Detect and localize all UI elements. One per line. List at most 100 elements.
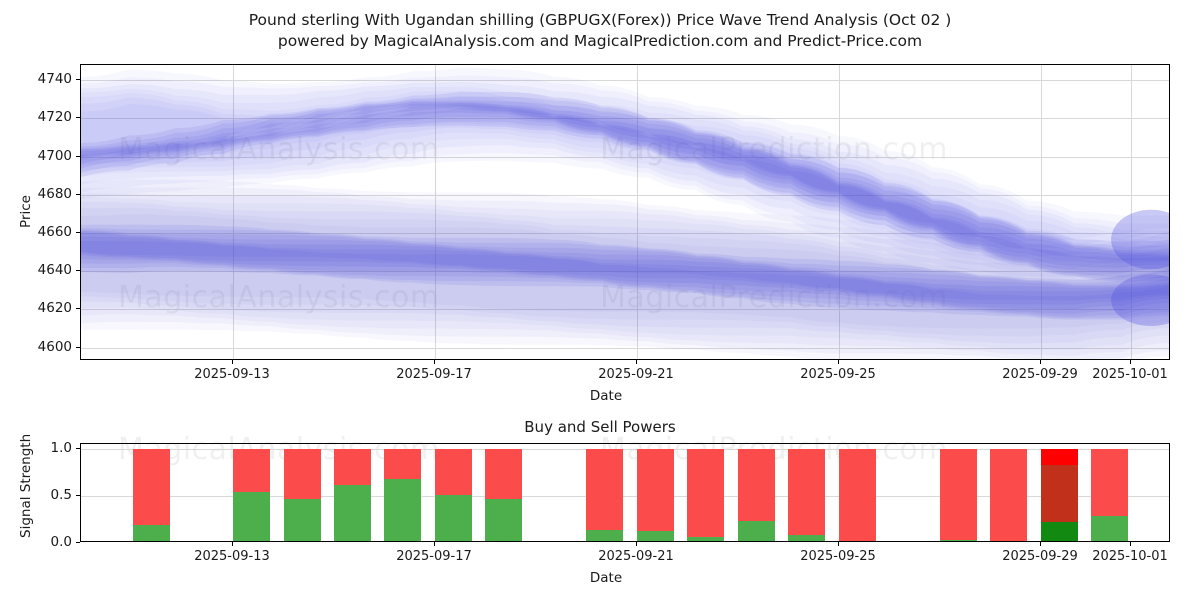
power-bar[interactable] <box>586 444 623 541</box>
wave-band-segment <box>81 91 1169 261</box>
y-axis-tick-mark <box>76 193 80 195</box>
power-bar[interactable] <box>990 444 1027 541</box>
power-bar[interactable] <box>839 444 876 541</box>
wave-band-segment <box>81 86 1169 263</box>
y-axis-tick-mark <box>76 542 80 543</box>
y-axis-tick-mark <box>76 308 80 310</box>
gridline-vertical <box>1041 65 1042 359</box>
sell-power-segment <box>284 448 321 500</box>
power-bar[interactable] <box>687 444 724 541</box>
sell-power-segment <box>687 448 724 538</box>
y-axis-tick-mark <box>76 346 80 348</box>
power-bar[interactable] <box>233 444 270 541</box>
x-axis-tick-mark <box>1040 360 1041 364</box>
x-axis-tick-label: 2025-09-25 <box>800 367 876 382</box>
y-axis-tick-mark <box>76 447 80 449</box>
sell-power-highlight-cap <box>1041 448 1078 466</box>
wave-band-segment <box>81 179 1169 329</box>
power-chart-title: Buy and Sell Powers <box>524 418 676 436</box>
buy-power-segment <box>738 520 775 541</box>
wave-band-segment <box>81 100 1169 268</box>
x-axis-tick-label: 2025-09-21 <box>598 549 674 564</box>
x-axis-tick-mark <box>434 542 435 546</box>
gridline-horizontal <box>81 271 1169 273</box>
x-axis-tick-label: 2025-09-21 <box>598 367 674 382</box>
sell-power-segment <box>384 448 421 480</box>
x-axis-tick-label: 2025-09-17 <box>396 549 472 564</box>
wave-band-segment <box>81 102 1169 278</box>
wave-band-end-cap <box>1111 209 1169 270</box>
y-axis-tick-label: 1.0 <box>50 439 72 456</box>
power-bar[interactable] <box>1041 444 1078 541</box>
power-bar[interactable] <box>435 444 472 541</box>
power-bar[interactable] <box>738 444 775 541</box>
gridline-vertical <box>233 65 234 359</box>
x-axis-tick-mark <box>636 360 637 364</box>
buy-sell-powers-plot-area <box>80 443 1170 542</box>
power-bar[interactable] <box>284 444 321 541</box>
gridline-horizontal <box>81 448 1169 450</box>
buy-power-segment <box>334 484 371 541</box>
gridline-horizontal <box>81 347 1169 349</box>
gridline-horizontal <box>81 233 1169 235</box>
wave-band-segment <box>81 228 1169 305</box>
x-axis-tick-mark <box>636 542 637 546</box>
buy-power-segment <box>435 494 472 541</box>
gridline-horizontal <box>81 495 1169 497</box>
x-axis-tick-mark <box>434 360 435 364</box>
x-axis-tick-mark <box>1040 542 1041 546</box>
sell-power-segment <box>637 448 674 531</box>
x-axis-tick-mark <box>838 542 839 546</box>
power-bar[interactable] <box>485 444 522 541</box>
y-axis-tick-label: 0.5 <box>50 486 72 503</box>
power-bar[interactable] <box>940 444 977 541</box>
wave-band-segment <box>81 230 1169 314</box>
gridline-vertical <box>839 65 840 359</box>
power-bar[interactable] <box>384 444 421 541</box>
x-axis-tick-label: 2025-09-25 <box>800 549 876 564</box>
wave-band-segment <box>81 232 1169 317</box>
buy-power-segment <box>687 537 724 541</box>
wave-band-segment <box>81 196 1169 350</box>
y-axis-tick-label: 4680 <box>37 185 72 202</box>
x-axis-tick-mark <box>1130 360 1131 364</box>
wave-band-segment <box>81 229 1169 310</box>
buy-power-segment <box>384 479 421 541</box>
y-axis-tick-mark <box>76 117 80 119</box>
power-chart-x-axis-label: Date <box>589 570 623 586</box>
wave-band-segment <box>81 214 1169 359</box>
y-axis-tick-mark <box>76 270 80 272</box>
power-bar[interactable] <box>133 444 170 541</box>
wave-band-segment <box>81 90 1169 269</box>
gridline-horizontal <box>81 80 1169 82</box>
gridline-vertical <box>435 65 436 359</box>
gridline-horizontal <box>81 309 1169 311</box>
x-axis-tick-mark <box>232 360 233 364</box>
gridline-horizontal <box>81 194 1169 196</box>
wave-band-segment <box>81 207 1169 359</box>
buy-power-segment <box>284 499 321 541</box>
x-axis-tick-label: 2025-09-13 <box>194 549 270 564</box>
y-axis-tick-mark <box>76 494 80 496</box>
wave-band-segment <box>81 224 1169 301</box>
wave-band-segment <box>81 75 1169 250</box>
x-axis-tick-label: 2025-10-01 <box>1092 367 1168 382</box>
y-axis-tick-label: 4740 <box>37 71 72 88</box>
buy-power-segment <box>788 534 825 541</box>
sell-power-segment <box>334 448 371 485</box>
buy-power-segment <box>940 540 977 541</box>
wave-band-segment <box>81 103 1169 277</box>
x-axis-tick-mark <box>232 542 233 546</box>
wave-band-segment <box>81 236 1169 319</box>
power-bar[interactable] <box>334 444 371 541</box>
gridline-vertical <box>637 65 638 359</box>
power-bar[interactable] <box>1091 444 1128 541</box>
power-bar[interactable] <box>637 444 674 541</box>
sell-power-segment <box>990 448 1027 541</box>
power-bar[interactable] <box>788 444 825 541</box>
y-axis-tick-label: 4720 <box>37 109 72 126</box>
sell-power-segment <box>133 448 170 526</box>
sell-power-segment <box>233 448 270 493</box>
wave-band-segment <box>81 67 1169 242</box>
